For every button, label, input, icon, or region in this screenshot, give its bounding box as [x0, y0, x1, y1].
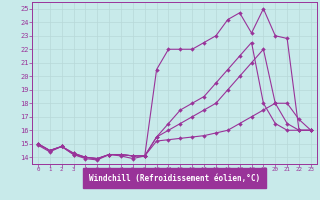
X-axis label: Windchill (Refroidissement éolien,°C): Windchill (Refroidissement éolien,°C)	[89, 174, 260, 183]
